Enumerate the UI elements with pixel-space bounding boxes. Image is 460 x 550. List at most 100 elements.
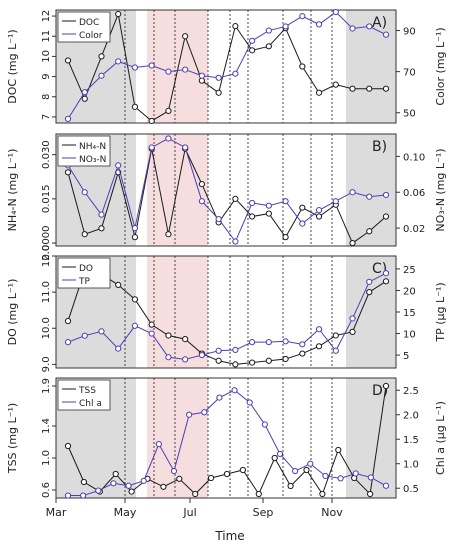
data-point <box>64 57 72 64</box>
left-tick-label: 11.0 <box>41 281 52 303</box>
data-point <box>382 85 390 92</box>
data-point <box>299 350 306 357</box>
legend-label: NH₄-N <box>79 142 106 152</box>
data-point <box>223 470 231 478</box>
data-point <box>232 70 239 77</box>
data-point <box>299 63 306 70</box>
data-point <box>367 474 374 481</box>
panel-label: A) <box>372 15 387 31</box>
data-point <box>131 322 139 329</box>
data-point <box>216 394 223 401</box>
legend-label: DO <box>79 264 93 274</box>
legend-label: NO₃-N <box>79 155 106 165</box>
data-point <box>366 289 373 296</box>
data-point <box>366 193 373 200</box>
data-point <box>287 482 294 490</box>
left-tick-label: 0.015 <box>41 185 52 214</box>
data-point <box>265 210 272 217</box>
data-point <box>192 490 199 498</box>
right-tick-label: 1.0 <box>403 460 419 471</box>
data-point <box>115 162 122 169</box>
data-point <box>198 198 205 205</box>
data-point <box>319 490 326 498</box>
x-axis-title: Time <box>214 529 244 543</box>
data-point <box>382 382 390 390</box>
data-point <box>246 399 253 406</box>
left-tick-label: 1.0 <box>41 450 52 466</box>
data-point <box>232 23 239 30</box>
y-left-title: DOC (mg L⁻¹) <box>6 29 19 103</box>
data-point <box>131 234 139 241</box>
right-tick-label: 70 <box>403 68 416 79</box>
data-point <box>182 144 189 151</box>
data-point <box>215 89 222 96</box>
panel-4: 0.6 1.0 1.4 1.9 0.5 1.0 1.5 2.0 2.5 TSS (mg L⁻¹) C… <box>6 377 447 499</box>
right-tick-label: 50 <box>403 109 416 120</box>
data-point <box>239 466 246 474</box>
data-point <box>165 354 172 361</box>
panel-2: 0.0000 0.015 0.030 0.02 0.06 0.10 NH₄-N (mg L⁻… <box>6 133 447 261</box>
left-tick-label: 10.0 <box>41 317 52 339</box>
x-tick-label: Sep <box>253 506 274 519</box>
data-point <box>148 321 155 328</box>
left-tick-label: 11 <box>41 30 52 43</box>
data-point <box>112 470 119 478</box>
data-point <box>115 345 122 352</box>
data-point <box>81 89 88 96</box>
data-point <box>255 490 262 498</box>
right-tick-label: 20 <box>403 286 416 297</box>
data-point <box>186 411 193 418</box>
data-point <box>98 328 105 335</box>
highlight-period <box>147 10 208 123</box>
data-point <box>165 135 172 142</box>
data-point <box>299 341 306 348</box>
legend: DO TP <box>57 257 111 289</box>
data-point <box>315 89 323 96</box>
series-line-2 <box>68 389 387 497</box>
data-point <box>131 64 139 71</box>
data-point <box>382 482 390 489</box>
data-point <box>261 421 268 428</box>
legend: NH₄-N NO₃-N <box>57 135 111 167</box>
legend-box <box>57 11 111 43</box>
data-point <box>382 270 390 277</box>
data-point <box>282 234 289 241</box>
data-point <box>282 198 289 205</box>
data-point <box>215 74 222 81</box>
left-tick-label: 1.9 <box>41 378 52 394</box>
data-point <box>80 478 88 486</box>
y-left-title: DO (mg L⁻¹) <box>6 279 19 346</box>
legend-label: TSS <box>78 386 96 396</box>
legend-box <box>57 379 111 411</box>
left-tick-label: 0.030 <box>41 140 52 169</box>
data-point <box>315 213 323 220</box>
data-point <box>81 95 88 102</box>
data-point <box>382 191 390 199</box>
right-tick-label: 90 <box>403 27 416 38</box>
left-tick-label: 0.6 <box>41 482 52 498</box>
data-point <box>265 27 272 34</box>
data-point <box>148 330 155 337</box>
data-point <box>231 387 238 394</box>
y-right-title: Color (mg L⁻¹) <box>434 27 447 105</box>
right-tick-label: 15 <box>403 308 416 319</box>
data-point <box>182 335 189 343</box>
data-point <box>95 487 102 494</box>
data-point <box>332 81 339 88</box>
right-tick-label: 1.5 <box>403 435 419 446</box>
data-point <box>299 13 306 20</box>
left-tick-label: 9.0 <box>41 356 52 372</box>
right-tick-label: 0.10 <box>403 152 425 163</box>
right-tick-label: 25 <box>403 265 416 276</box>
data-point <box>115 10 122 18</box>
data-point <box>182 66 189 73</box>
data-point <box>249 359 256 366</box>
y-right-title: NO₃-N (mg L⁻¹) <box>434 148 447 231</box>
data-point <box>276 450 284 458</box>
data-point <box>131 224 139 232</box>
panel-frame <box>55 133 397 247</box>
data-point <box>64 169 72 176</box>
legend-label: Color <box>79 31 103 41</box>
panel-frame <box>55 9 397 124</box>
